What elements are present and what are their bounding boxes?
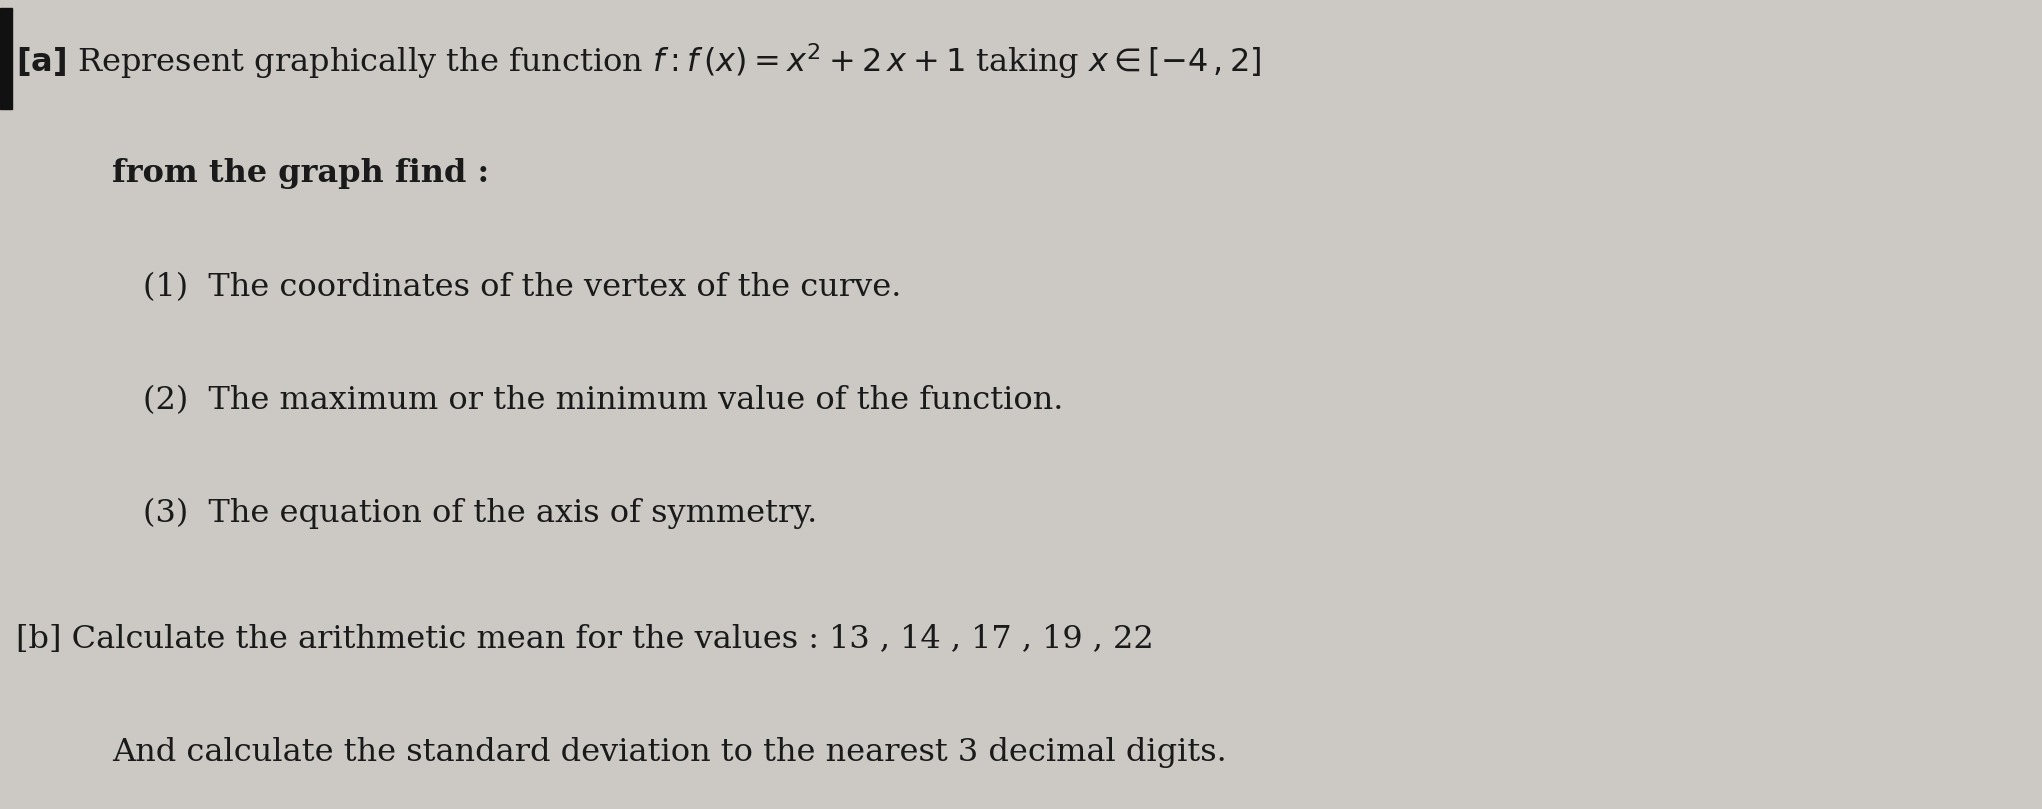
Text: (1)  The coordinates of the vertex of the curve.: (1) The coordinates of the vertex of the… bbox=[143, 272, 901, 303]
Text: from the graph find :: from the graph find : bbox=[112, 159, 490, 189]
Text: And calculate the standard deviation to the nearest 3 decimal digits.: And calculate the standard deviation to … bbox=[112, 737, 1227, 768]
Bar bbox=[0, 8, 12, 109]
Text: $\bf{[a]}$ Represent graphically the function $f : f\,(x) = x^2 + 2\,x + 1$ taki: $\bf{[a]}$ Represent graphically the fun… bbox=[16, 40, 1262, 81]
Text: (2)  The maximum or the minimum value of the function.: (2) The maximum or the minimum value of … bbox=[143, 385, 1064, 416]
Text: [b] Calculate the arithmetic mean for the values : 13 , 14 , 17 , 19 , 22: [b] Calculate the arithmetic mean for th… bbox=[16, 624, 1154, 654]
Text: (3)  The equation of the axis of symmetry.: (3) The equation of the axis of symmetry… bbox=[143, 498, 817, 529]
